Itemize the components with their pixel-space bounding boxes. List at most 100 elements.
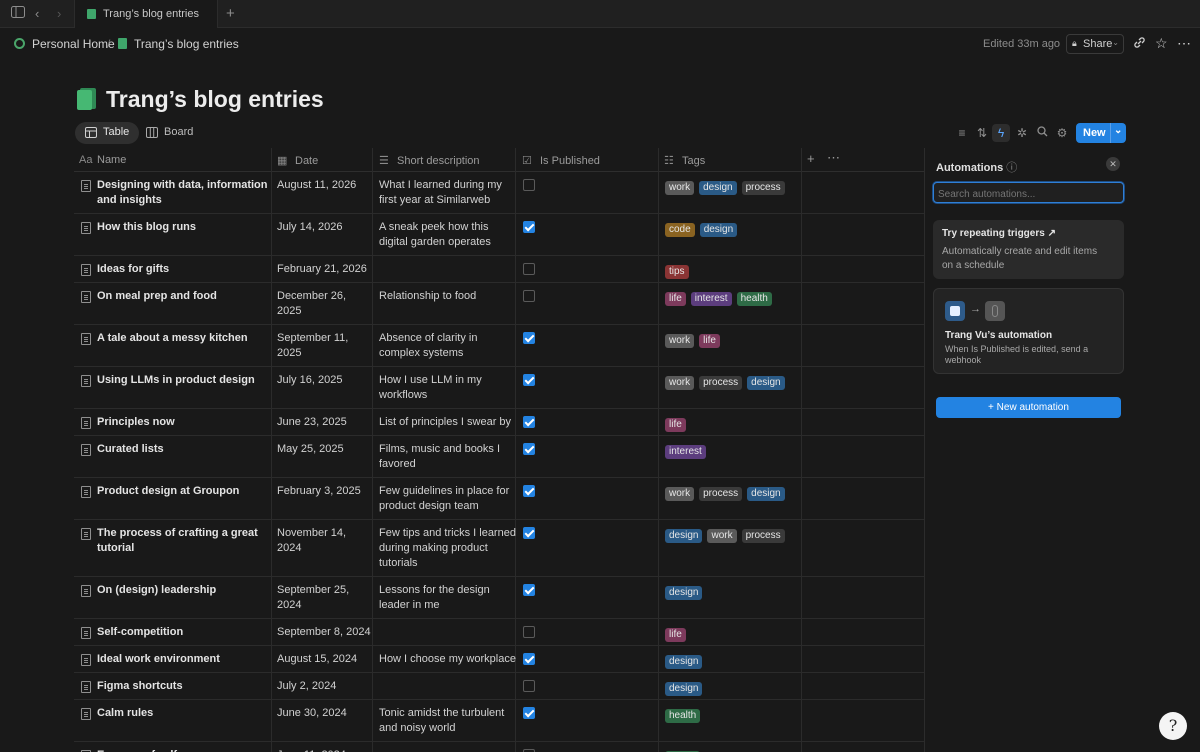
help-button[interactable]: ? xyxy=(1159,712,1187,740)
published-checkbox[interactable] xyxy=(523,290,535,302)
row-name[interactable]: Designing with data, information xyxy=(97,179,268,191)
new-button-divider xyxy=(1110,123,1111,143)
published-checkbox[interactable] xyxy=(523,485,535,497)
table-row[interactable]: Essence of self-care June 11, 2024 health xyxy=(74,742,924,752)
lightning-icon[interactable]: ϟ xyxy=(992,124,1010,142)
row-tags: work process design xyxy=(665,484,790,501)
sparkle-icon[interactable]: ✲ xyxy=(1016,126,1028,140)
star-icon[interactable]: ☆ xyxy=(1155,35,1168,51)
published-checkbox[interactable] xyxy=(523,179,535,191)
published-checkbox[interactable] xyxy=(523,263,535,275)
row-name[interactable]: Ideas for gifts xyxy=(97,263,170,275)
table-row[interactable]: Ideal work environment August 15, 2024 How… xyxy=(74,646,924,673)
published-checkbox[interactable] xyxy=(523,443,535,455)
row-description: during making product xyxy=(379,542,488,554)
column-divider xyxy=(372,148,373,752)
row-name[interactable]: On meal prep and food xyxy=(97,290,217,302)
browser-tab[interactable]: Trang’s blog entries xyxy=(74,0,218,28)
published-checkbox[interactable] xyxy=(523,527,535,539)
chevron-down-icon[interactable]: ⌄ xyxy=(1114,125,1123,136)
row-name[interactable]: Product design at Groupon xyxy=(97,485,240,497)
row-name[interactable]: Self-competition xyxy=(97,626,184,638)
row-name[interactable]: Using LLMs in product design xyxy=(97,374,255,386)
row-description: tutorials xyxy=(379,557,418,569)
table-row[interactable]: How this blog runs July 14, 2026 A sneak p… xyxy=(74,214,924,256)
close-icon[interactable]: ✕ xyxy=(1106,157,1120,171)
column-header-published[interactable]: ☑ Is Published xyxy=(522,155,600,167)
table-row[interactable]: The process of crafting a great tutorial N… xyxy=(74,520,924,577)
automation-search-input[interactable] xyxy=(933,182,1124,203)
tab-table[interactable]: Table xyxy=(75,122,140,144)
table-row[interactable]: Figma shortcuts July 2, 2024 design xyxy=(74,673,924,700)
row-name[interactable]: Ideal work environment xyxy=(97,653,220,665)
lock-icon: 🔒︎ xyxy=(1072,38,1077,48)
row-date: July 14, 2026 xyxy=(277,221,343,233)
filter-icon[interactable]: ≡ xyxy=(958,126,966,140)
settings-sliders-icon[interactable]: ⚙︎ xyxy=(1056,126,1068,140)
table-row[interactable]: Curated lists May 25, 2025 Films, music an… xyxy=(74,436,924,478)
column-header-date[interactable]: ▦ Date xyxy=(277,155,319,167)
published-checkbox[interactable] xyxy=(523,653,535,665)
back-icon[interactable]: ‹ xyxy=(35,6,40,21)
row-name[interactable]: Figma shortcuts xyxy=(97,680,183,692)
breadcrumb-home[interactable]: Personal Home xyxy=(32,37,115,51)
table-row[interactable]: Using LLMs in product design July 16, 202… xyxy=(74,367,924,409)
row-name[interactable]: Essence of self-care xyxy=(97,748,203,752)
row-name[interactable]: The process of crafting a great xyxy=(97,527,258,539)
new-tab-icon[interactable]: + xyxy=(226,5,235,22)
calendar-icon: ▦ xyxy=(277,155,288,167)
new-automation-button[interactable]: + New automation xyxy=(936,397,1121,418)
automation-card[interactable]: → Trang Vu’s automation When Is Publishe… xyxy=(933,288,1124,374)
row-name[interactable]: tutorial xyxy=(97,542,135,554)
table-row[interactable]: On (design) leadership September 25, 2024 L… xyxy=(74,577,924,619)
table-row[interactable]: Calm rules June 30, 2024 Tonic amidst the … xyxy=(74,700,924,742)
tag-badge: work xyxy=(665,487,695,501)
more-icon[interactable]: ⋯ xyxy=(827,150,840,165)
column-header-tags[interactable]: ☷ Tags xyxy=(664,155,706,167)
row-name[interactable]: and insights xyxy=(97,194,162,206)
try-repeating-triggers-card[interactable]: Try repeating triggers ↗ Automatically c… xyxy=(933,220,1124,279)
search-icon[interactable] xyxy=(1033,124,1051,142)
tag-badge: code xyxy=(665,223,695,237)
row-name[interactable]: How this blog runs xyxy=(97,221,196,233)
table-row[interactable]: Self-competition September 8, 2024 life xyxy=(74,619,924,646)
table-row[interactable]: On meal prep and food December 26, 2025 Rel… xyxy=(74,283,924,325)
column-header-name[interactable]: Aa Name xyxy=(79,154,127,166)
table-row[interactable]: Product design at Groupon February 3, 202… xyxy=(74,478,924,520)
table-row[interactable]: Principles now June 23, 2025 List of princ… xyxy=(74,409,924,436)
published-checkbox[interactable] xyxy=(523,707,535,719)
row-name[interactable]: On (design) leadership xyxy=(97,584,217,596)
sidebar-toggle-icon[interactable] xyxy=(11,6,25,22)
row-tags: design work process xyxy=(665,526,790,543)
published-checkbox[interactable] xyxy=(523,416,535,428)
published-checkbox[interactable] xyxy=(523,680,535,692)
column-header-description[interactable]: ☰ Short description xyxy=(379,155,480,167)
text-lines-icon: ☰ xyxy=(379,155,389,167)
row-name[interactable]: Curated lists xyxy=(97,443,164,455)
forward-icon[interactable]: › xyxy=(57,6,62,21)
link-icon[interactable] xyxy=(1133,36,1146,52)
row-tags: life interest health xyxy=(665,289,777,306)
published-checkbox[interactable] xyxy=(523,374,535,386)
published-checkbox[interactable] xyxy=(523,332,535,344)
tab-board[interactable]: Board xyxy=(136,122,203,144)
row-tags: work design process xyxy=(665,178,790,195)
sort-icon[interactable]: ⇅ xyxy=(976,126,988,140)
more-icon[interactable]: ⋯ xyxy=(1177,35,1191,51)
row-name[interactable]: A tale about a messy kitchen xyxy=(97,332,248,344)
share-button[interactable]: 🔒︎ Share ⌄ xyxy=(1066,34,1124,54)
table-row[interactable]: Designing with data, information and insi… xyxy=(74,172,924,214)
published-checkbox[interactable] xyxy=(523,749,535,752)
published-checkbox[interactable] xyxy=(523,584,535,596)
published-checkbox[interactable] xyxy=(523,221,535,233)
add-column-icon[interactable]: + xyxy=(807,151,815,166)
new-button[interactable]: New ⌄ xyxy=(1076,123,1126,143)
row-tags: work life xyxy=(665,331,725,348)
row-name[interactable]: Calm rules xyxy=(97,707,154,719)
info-icon[interactable]: ⓘ xyxy=(1006,162,1018,174)
table-row[interactable]: Ideas for gifts February 21, 2026 tips xyxy=(74,256,924,283)
breadcrumb-current[interactable]: Trang’s blog entries xyxy=(134,37,239,51)
table-row[interactable]: A tale about a messy kitchen September 11… xyxy=(74,325,924,367)
published-checkbox[interactable] xyxy=(523,626,535,638)
row-name[interactable]: Principles now xyxy=(97,416,175,428)
